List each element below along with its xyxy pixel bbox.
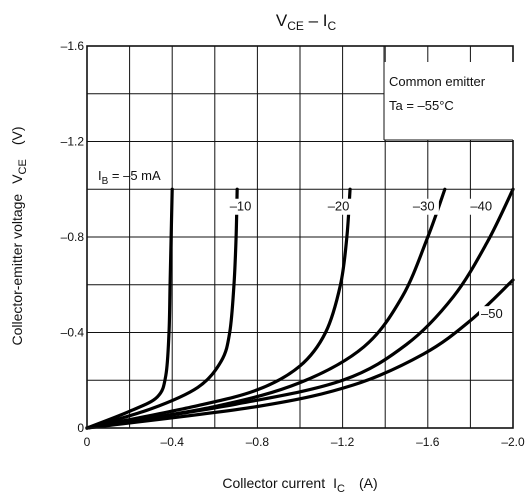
y-axis-label: Collector-emitter voltageVCE(V) (9, 126, 29, 345)
legend-line-1: Common emitter (389, 74, 486, 89)
data-curves (85, 187, 515, 430)
curve-label-bg (410, 198, 439, 215)
legend-line-2: Ta = –55°C (389, 98, 454, 113)
y-tick-label: –0.8 (61, 230, 85, 244)
legend-box (384, 62, 529, 140)
curve-ib-6 (85, 278, 515, 430)
curve-ib-3 (85, 187, 352, 430)
tick-labels: 0 –0.4 –0.8 –1.2 –1.6 –2.0 0 –0.4 –0.8 –1.2 –1.6 (61, 39, 525, 449)
x-tick-label: –1.6 (416, 435, 440, 449)
x-tick-label: –0.8 (246, 435, 270, 449)
curve-ib-4 (85, 187, 447, 430)
plot-frame (86, 45, 514, 429)
curve-label-bg (479, 306, 508, 323)
curve-labels: –10 –20 –30 –40 –50 (227, 198, 508, 323)
y-tick-label: –1.2 (61, 135, 85, 149)
chart-title: VCE – IC (276, 11, 337, 33)
curve-label-bg (325, 198, 354, 215)
curve-label: –10 (230, 199, 252, 214)
curve-ib-2 (85, 187, 239, 430)
x-axis-label: Collector current IC (A) (222, 475, 377, 495)
ib-label: IB = –5 mA (98, 168, 161, 187)
curve-label-bg (227, 198, 256, 215)
curve-label: –20 (328, 199, 350, 214)
y-tick-label: 0 (77, 421, 84, 435)
curve-label-bg (468, 198, 497, 215)
curve-label: –50 (481, 306, 503, 321)
x-tick-label: –0.4 (161, 435, 185, 449)
x-tick-label: 0 (84, 435, 91, 449)
y-tick-label: –1.6 (61, 39, 85, 53)
curve-label: –40 (470, 199, 492, 214)
x-tick-label: –2.0 (501, 435, 525, 449)
x-tick-label: –1.2 (331, 435, 355, 449)
curve-ib-5 (85, 187, 515, 430)
curve-label: –30 (413, 199, 435, 214)
y-tick-label: –0.4 (61, 326, 85, 340)
curve-ib-1 (85, 187, 174, 430)
plot-border (86, 45, 514, 429)
